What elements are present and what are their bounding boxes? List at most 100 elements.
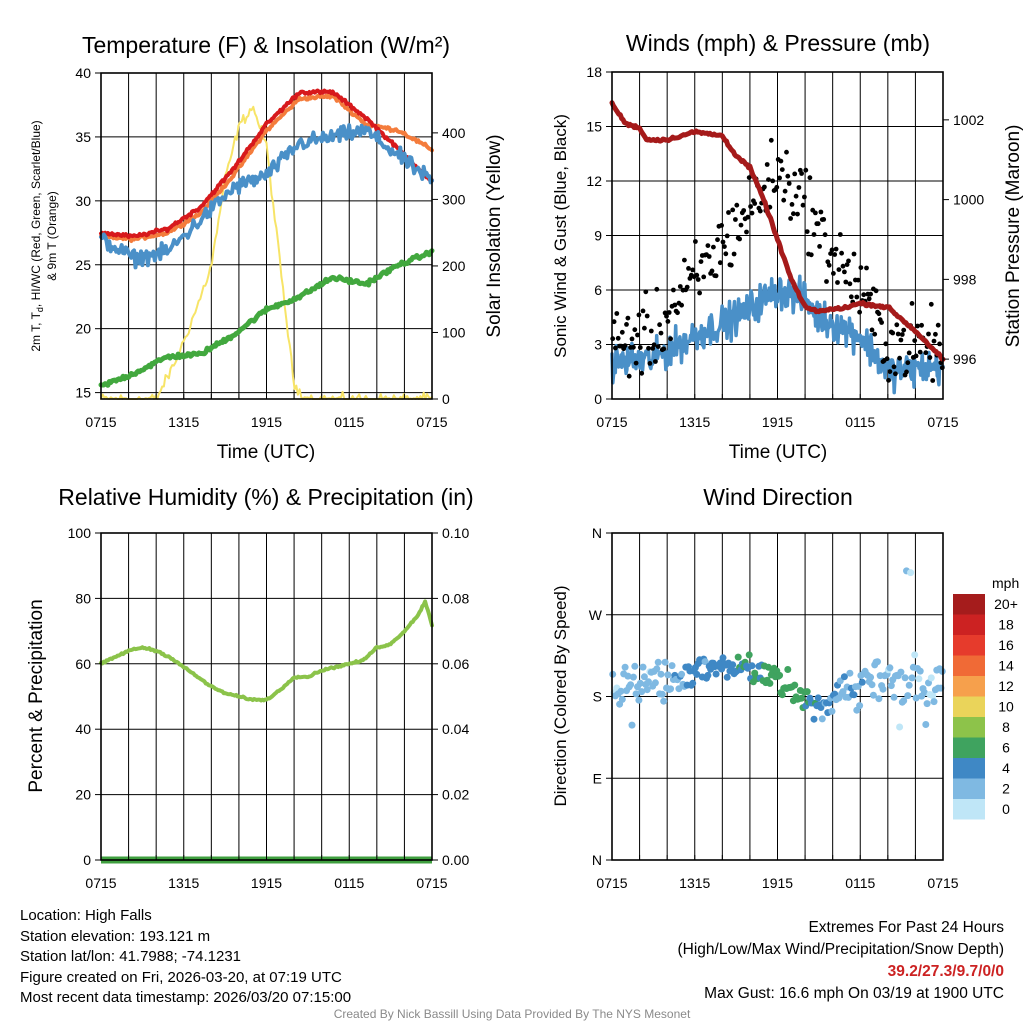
gust-point — [640, 308, 646, 314]
gust-point — [624, 322, 629, 327]
gust-point — [614, 311, 620, 316]
gust-point — [915, 323, 920, 329]
direction-point — [798, 694, 806, 702]
gust-point — [646, 345, 651, 351]
gust-point — [811, 232, 817, 237]
gust-point — [770, 178, 776, 184]
direction-ytick-label: N — [592, 852, 602, 868]
gust-point — [848, 294, 854, 300]
gust-point — [866, 296, 872, 302]
gust-point — [858, 265, 864, 270]
gust-point — [890, 330, 896, 336]
temperature-ytick-label: 35 — [75, 129, 91, 145]
gust-point — [731, 251, 737, 257]
gust-point — [800, 202, 806, 208]
gust-point — [752, 201, 758, 206]
legend-swatch — [953, 737, 985, 758]
gust-point — [817, 244, 822, 249]
pressure-ytick-right-label: 996 — [953, 351, 977, 367]
winds-ytick-label: 12 — [586, 173, 602, 189]
legend-label: 0 — [1002, 801, 1010, 817]
gust-point — [869, 327, 875, 333]
gust-point — [905, 360, 911, 366]
gust-point — [728, 262, 734, 268]
gust-point — [677, 284, 683, 289]
gust-point — [654, 286, 660, 292]
gust-point — [919, 322, 924, 328]
gust-point — [637, 345, 643, 350]
gust-point — [786, 181, 792, 186]
gust-point — [873, 288, 879, 294]
gust-point — [734, 202, 740, 208]
winds-ytick-label: 3 — [594, 337, 602, 353]
direction-point — [631, 662, 639, 670]
gust-point — [931, 338, 937, 344]
extremes-panel: Extremes For Past 24 Hours (High/Low/Max… — [678, 917, 1005, 1005]
direction-xtick-label: 0115 — [845, 875, 875, 891]
direction-point — [929, 692, 937, 700]
direction-point — [803, 688, 811, 696]
gust-point — [887, 369, 893, 374]
legend-label: 8 — [1002, 719, 1010, 735]
direction-point — [654, 658, 662, 666]
gust-point — [661, 346, 667, 352]
direction-point — [912, 694, 920, 702]
humidity-ytick-label: 80 — [75, 590, 91, 606]
temperature-ytick-label: 20 — [75, 321, 91, 337]
humidity-ytick-label: 20 — [75, 787, 91, 803]
gust-point — [668, 336, 673, 342]
temperature-xtick-label: 0715 — [416, 414, 447, 430]
gust-point — [749, 210, 755, 216]
temperature-ytick-label: 15 — [75, 385, 91, 401]
gust-point — [864, 265, 869, 271]
direction-point — [850, 691, 858, 699]
direction-point — [657, 670, 665, 678]
direction-point — [791, 681, 799, 689]
direction-point — [693, 670, 701, 678]
gust-point — [926, 331, 931, 337]
pressure-ylabel: Station Pressure (Maroon) — [1003, 125, 1024, 348]
gust-point — [726, 210, 731, 215]
gust-point — [804, 229, 810, 235]
direction-point — [766, 679, 774, 687]
direction-title: Wind Direction — [703, 484, 853, 510]
gust-point — [899, 332, 905, 337]
temperature-series-red — [99, 88, 434, 240]
winds-ytick-label: 18 — [586, 64, 602, 80]
legend-swatch — [953, 717, 985, 738]
direction-point — [900, 697, 908, 705]
station-info: Location: High Falls Station elevation: … — [20, 906, 351, 1009]
temperature-xlabel: Time (UTC) — [217, 442, 316, 463]
gust-point — [886, 377, 891, 383]
gust-point — [822, 232, 828, 238]
legend-label: 4 — [1002, 760, 1010, 776]
winds-title: Winds (mph) & Pressure (mb) — [626, 30, 930, 56]
legend-swatch — [953, 655, 985, 676]
gust-point — [717, 260, 723, 266]
direction-point — [689, 679, 697, 687]
direction-point — [667, 685, 675, 693]
ylabel-subscript: d — [35, 307, 45, 312]
winds-xtick-label: 0715 — [596, 414, 627, 430]
winds-xtick-label: 0715 — [927, 414, 958, 430]
station-location: Location: High Falls — [20, 907, 152, 924]
gust-point — [744, 229, 749, 235]
direction-point — [734, 653, 742, 661]
gust-point — [933, 331, 938, 337]
direction-point — [661, 658, 669, 666]
gust-point — [842, 269, 847, 275]
gust-point — [778, 158, 784, 164]
direction-point — [911, 651, 919, 659]
gust-point — [796, 185, 802, 190]
direction-point — [617, 687, 625, 695]
gust-point — [682, 257, 687, 263]
direction-point — [920, 689, 928, 696]
gust-point — [898, 337, 904, 343]
gust-point — [855, 277, 861, 283]
gust-point — [894, 322, 900, 328]
speed-legend: mph 20+ 18 16 14 12 10 8 6 4 2 0 — [953, 575, 1019, 820]
gust-point — [795, 211, 800, 217]
gust-point — [733, 217, 738, 222]
gust-point — [695, 277, 701, 282]
legend-swatch — [953, 758, 985, 779]
